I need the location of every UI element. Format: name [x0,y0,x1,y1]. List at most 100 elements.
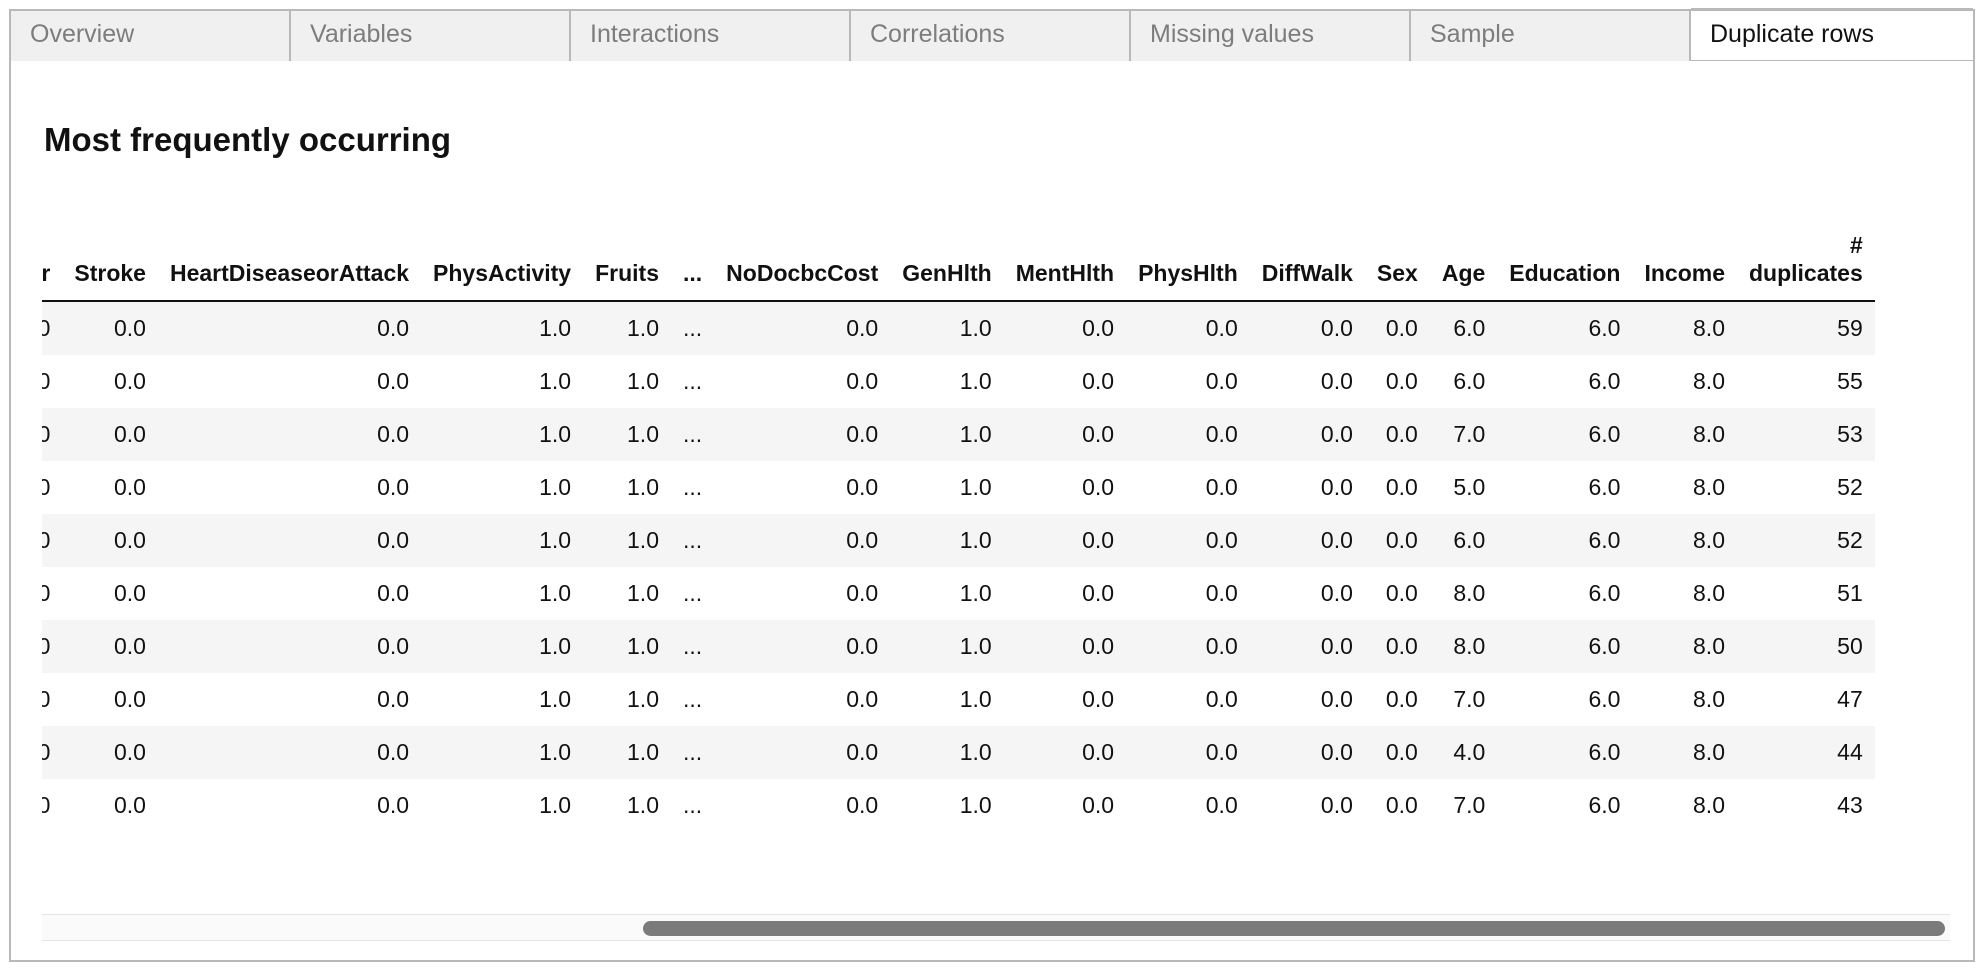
table-cell-age: 7.0 [1429,673,1498,726]
table-cell-income: 8.0 [1632,620,1737,673]
table-cell-ment-hlth: 0.0 [1003,673,1127,726]
table-cell-phys-activity: 1.0 [421,461,584,514]
table-cell-gen-hlth: 1.0 [890,355,1004,408]
column-header-heart-disease-or-attack: HeartDiseaseorAttack [157,223,422,302]
table-cell-income: 8.0 [1632,514,1737,567]
table-cell-fruits: 1.0 [583,461,671,514]
table-cell-age: 7.0 [1429,779,1498,832]
column-header-fruits: Fruits [583,223,671,302]
table-cell-diff-walk: 0.0 [1249,355,1365,408]
duplicates-table-viewport[interactable]: SmokerStrokeHeartDiseaseorAttackPhysActi… [42,223,1948,863]
table-cell-gen-hlth: 1.0 [890,620,1004,673]
table-cell-stroke: 0.0 [62,726,158,779]
tab-missing-values[interactable]: Missing values [1131,11,1411,61]
table-cell-phys-hlth: 0.0 [1126,673,1250,726]
table-cell-gen-hlth: 1.0 [890,673,1004,726]
table-cell-heart-disease-or-attack: 0.0 [157,620,422,673]
table-cell-phys-hlth: 0.0 [1126,408,1250,461]
table-row: 0.00.00.01.01.0...0.01.00.00.00.00.07.06… [42,673,1875,726]
column-header-phys-activity: PhysActivity [421,223,584,302]
table-cell-gen-hlth: 1.0 [890,567,1004,620]
table-cell-age: 8.0 [1429,620,1498,673]
table-cell-fruits: 1.0 [583,355,671,408]
table-cell-duplicates: 51 [1737,567,1875,620]
table-cell-fruits: 1.0 [583,779,671,832]
table-row: 0.00.00.01.01.0...0.01.00.00.00.00.06.06… [42,301,1875,355]
table-cell-sex: 0.0 [1364,301,1430,355]
table-cell-no-docbc-cost: 0.0 [714,301,891,355]
table-row: 0.00.00.01.01.0...0.01.00.00.00.00.08.06… [42,620,1875,673]
column-header-gen-hlth: GenHlth [890,223,1004,302]
table-cell-gen-hlth: 1.0 [890,408,1004,461]
table-cell-phys-hlth: 0.0 [1126,567,1250,620]
column-header-education: Education [1497,223,1633,302]
tab-overview[interactable]: Overview [11,11,291,61]
section-title: Most frequently occurring [44,121,452,158]
table-cell-heart-disease-or-attack: 0.0 [157,301,422,355]
table-cell-smoker: 0.0 [42,673,63,726]
table-row: 0.00.00.01.01.0...0.01.00.00.00.00.05.06… [42,461,1875,514]
table-cell-stroke: 0.0 [62,567,158,620]
table-cell-ment-hlth: 0.0 [1003,408,1127,461]
table-cell-stroke: 0.0 [62,408,158,461]
table-cell-diff-walk: 0.0 [1249,408,1365,461]
tab-duplicate-rows[interactable]: Duplicate rows [1691,8,1973,60]
table-cell-fruits: 1.0 [583,620,671,673]
table-cell-age: 5.0 [1429,461,1498,514]
table-cell-fruits: 1.0 [583,567,671,620]
table-cell-phys-hlth: 0.0 [1126,779,1250,832]
table-cell-diff-walk: 0.0 [1249,726,1365,779]
table-cell-smoker: 0.0 [42,461,63,514]
table-cell-ment-hlth: 0.0 [1003,779,1127,832]
table-cell-diff-walk: 0.0 [1249,779,1365,832]
table-cell-phys-activity: 1.0 [421,408,584,461]
duplicates-table: SmokerStrokeHeartDiseaseorAttackPhysActi… [42,223,1875,832]
table-cell-heart-disease-or-attack: 0.0 [157,355,422,408]
table-cell-income: 8.0 [1632,461,1737,514]
table-cell-age: 6.0 [1429,355,1498,408]
column-header-stroke: Stroke [62,223,158,302]
table-row: 0.00.00.01.01.0...0.01.00.00.00.00.07.06… [42,408,1875,461]
table-cell-sex: 0.0 [1364,726,1430,779]
table-cell-age: 6.0 [1429,301,1498,355]
horizontal-scrollbar[interactable] [42,914,1950,941]
table-cell-no-docbc-cost: 0.0 [714,461,891,514]
table-cell-duplicates: 47 [1737,673,1875,726]
table-cell-no-docbc-cost: 0.0 [714,567,891,620]
table-cell-stroke: 0.0 [62,514,158,567]
table-cell-phys-activity: 1.0 [421,355,584,408]
table-header-row: SmokerStrokeHeartDiseaseorAttackPhysActi… [42,223,1875,302]
table-cell-no-docbc-cost: 0.0 [714,408,891,461]
table-cell-ment-hlth: 0.0 [1003,620,1127,673]
tab-bar: Overview Variables Interactions Correlat… [11,8,1973,61]
tab-variables[interactable]: Variables [291,11,571,61]
tab-interactions[interactable]: Interactions [571,11,851,61]
table-cell-fruits: 1.0 [583,301,671,355]
table-cell-duplicates: 43 [1737,779,1875,832]
table-cell-gen-hlth: 1.0 [890,779,1004,832]
tab-sample[interactable]: Sample [1411,11,1691,61]
column-header-sex: Sex [1364,223,1430,302]
table-cell-gen-hlth: 1.0 [890,726,1004,779]
table-cell-stroke: 0.0 [62,301,158,355]
scrollbar-thumb[interactable] [643,921,1945,936]
table-cell-duplicates: 53 [1737,408,1875,461]
table-cell-heart-disease-or-attack: 0.0 [157,514,422,567]
table-cell-ellipsis: ... [671,514,715,567]
table-cell-sex: 0.0 [1364,355,1430,408]
table-cell-smoker: 0.0 [42,408,63,461]
table-cell-age: 8.0 [1429,567,1498,620]
tab-correlations[interactable]: Correlations [851,11,1131,61]
table-cell-income: 8.0 [1632,301,1737,355]
table-cell-fruits: 1.0 [583,514,671,567]
table-cell-education: 6.0 [1497,779,1633,832]
table-cell-ment-hlth: 0.0 [1003,461,1127,514]
table-cell-no-docbc-cost: 0.0 [714,726,891,779]
table-cell-heart-disease-or-attack: 0.0 [157,567,422,620]
column-header-ment-hlth: MentHlth [1003,223,1127,302]
table-cell-heart-disease-or-attack: 0.0 [157,408,422,461]
table-cell-income: 8.0 [1632,567,1737,620]
table-cell-phys-activity: 1.0 [421,567,584,620]
table-cell-sex: 0.0 [1364,567,1430,620]
table-cell-ellipsis: ... [671,620,715,673]
